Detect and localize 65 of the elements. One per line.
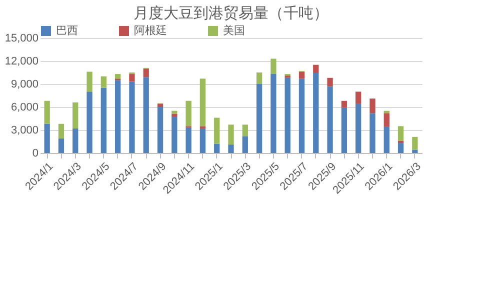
bar xyxy=(200,78,206,126)
y-tick-label: 0 xyxy=(32,148,38,160)
bar xyxy=(384,126,390,153)
bar xyxy=(172,110,178,114)
bar xyxy=(58,138,64,153)
bar xyxy=(384,113,390,127)
legend-label: 阿根廷 xyxy=(134,25,167,37)
bar xyxy=(100,76,106,88)
bar xyxy=(228,144,234,153)
bar xyxy=(114,74,121,79)
bar xyxy=(44,100,50,124)
bar xyxy=(214,118,220,144)
bar xyxy=(313,72,319,153)
bar xyxy=(341,108,348,153)
bar xyxy=(284,78,290,153)
bar xyxy=(412,136,418,150)
bar xyxy=(398,126,404,141)
bar xyxy=(270,74,276,153)
bar xyxy=(200,128,206,153)
bar xyxy=(172,114,178,117)
bar xyxy=(242,124,248,136)
bar xyxy=(298,72,305,79)
y-tick-label: 15,000 xyxy=(4,32,38,44)
legend-label: 巴西 xyxy=(56,25,78,37)
bar xyxy=(157,107,164,153)
chart-title: 月度大豆到港贸易量（千吨） xyxy=(134,5,328,22)
legend-label: 美国 xyxy=(223,24,245,37)
bar xyxy=(228,124,234,145)
bar xyxy=(172,116,178,153)
y-tick-label: 6,000 xyxy=(10,102,38,114)
bar xyxy=(356,92,362,104)
bar xyxy=(313,64,319,72)
bar xyxy=(72,102,78,128)
bar xyxy=(370,98,376,114)
bar xyxy=(256,84,262,153)
bar xyxy=(129,82,135,153)
bar xyxy=(412,150,418,153)
bar xyxy=(157,104,164,107)
bar xyxy=(370,113,376,153)
bar xyxy=(86,72,92,92)
bar xyxy=(186,100,192,126)
y-tick-label: 9,000 xyxy=(10,78,38,90)
bar xyxy=(298,78,305,153)
bar xyxy=(242,136,248,153)
bar xyxy=(143,68,149,78)
bar xyxy=(256,72,262,84)
bar xyxy=(72,128,78,153)
bar xyxy=(270,58,276,74)
bar xyxy=(44,124,50,153)
bar xyxy=(58,124,64,138)
bar xyxy=(86,92,92,153)
bar xyxy=(143,77,149,153)
bar xyxy=(100,88,106,153)
bar xyxy=(398,140,404,144)
bar xyxy=(186,128,192,153)
y-tick-label: 12,000 xyxy=(4,56,38,68)
bar xyxy=(114,80,121,153)
bar xyxy=(327,86,333,153)
bar xyxy=(327,78,333,86)
bar xyxy=(129,74,135,82)
y-tick-label: 3,000 xyxy=(10,124,38,136)
bar xyxy=(398,143,404,153)
bar xyxy=(214,144,220,153)
bar xyxy=(356,104,362,153)
bar xyxy=(341,100,348,108)
